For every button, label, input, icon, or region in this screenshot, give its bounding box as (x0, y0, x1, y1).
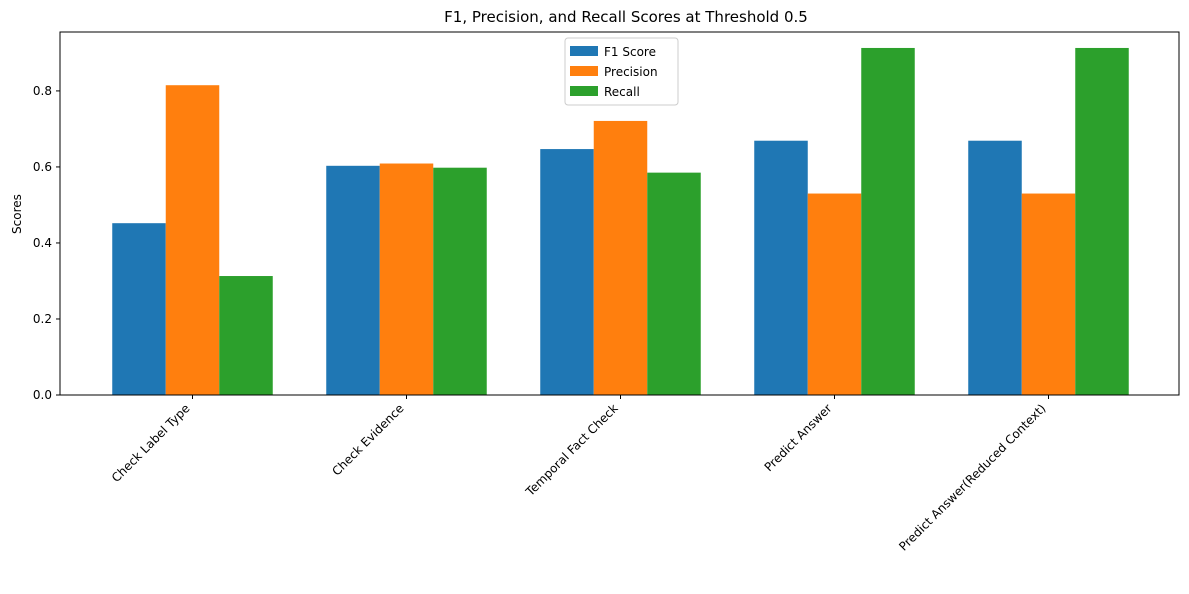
y-axis: 0.0 0.2 0.4 0.6 0.8 (33, 84, 60, 402)
y-tick-label: 0.8 (33, 84, 52, 98)
legend-label-recall: Recall (604, 85, 640, 99)
bar-f1-score-temporal-fact-check (540, 149, 594, 395)
bars-group (112, 47, 1129, 396)
legend: F1 Score Precision Recall (564, 37, 679, 106)
bar-precision-temporal-fact-check (593, 120, 648, 395)
bar-recall-predict-answer (861, 47, 915, 396)
legend-swatch-f1-score (570, 46, 598, 56)
x-tick-label: Check Evidence (329, 401, 406, 478)
bar-f1-score-predict-answer (754, 140, 808, 395)
x-tick-label: Check Label Type (109, 401, 193, 485)
x-tick-label: Predict Answer(Reduced Context) (896, 401, 1048, 553)
chart-title: F1, Precision, and Recall Scores at Thre… (444, 8, 808, 26)
bar-f1-score-predict-answer-reduced-context (968, 140, 1022, 395)
plot-frame (59, 31, 1180, 396)
legend-swatch-recall (570, 86, 598, 96)
bar-recall-check-label-type (219, 276, 273, 395)
x-tick-label: Temporal Fact Check (522, 401, 620, 499)
y-tick-label: 0.2 (33, 312, 52, 326)
y-axis-label: Scores (10, 194, 24, 234)
bar-f1-score-check-evidence (326, 165, 380, 395)
legend-label-precision: Precision (604, 65, 658, 79)
legend-swatch-precision (570, 66, 598, 76)
y-tick-label: 0.0 (33, 388, 52, 402)
x-axis: Check Label Type Check Evidence Temporal F… (109, 395, 1049, 554)
bar-recall-predict-answer-reduced-context (1075, 47, 1129, 396)
legend-label-f1-score: F1 Score (604, 45, 656, 59)
bar-recall-temporal-fact-check (647, 172, 701, 395)
bar-f1-score-check-label-type (112, 223, 166, 395)
bar-recall-check-evidence (433, 167, 487, 395)
y-tick-label: 0.4 (33, 236, 52, 250)
bar-precision-predict-answer (807, 193, 862, 395)
bar-precision-predict-answer-reduced-context (1021, 193, 1076, 395)
bar-precision-check-label-type (165, 85, 220, 396)
x-tick-label: Predict Answer (762, 401, 835, 474)
bar-precision-check-evidence (379, 163, 434, 395)
y-tick-label: 0.6 (33, 160, 52, 174)
